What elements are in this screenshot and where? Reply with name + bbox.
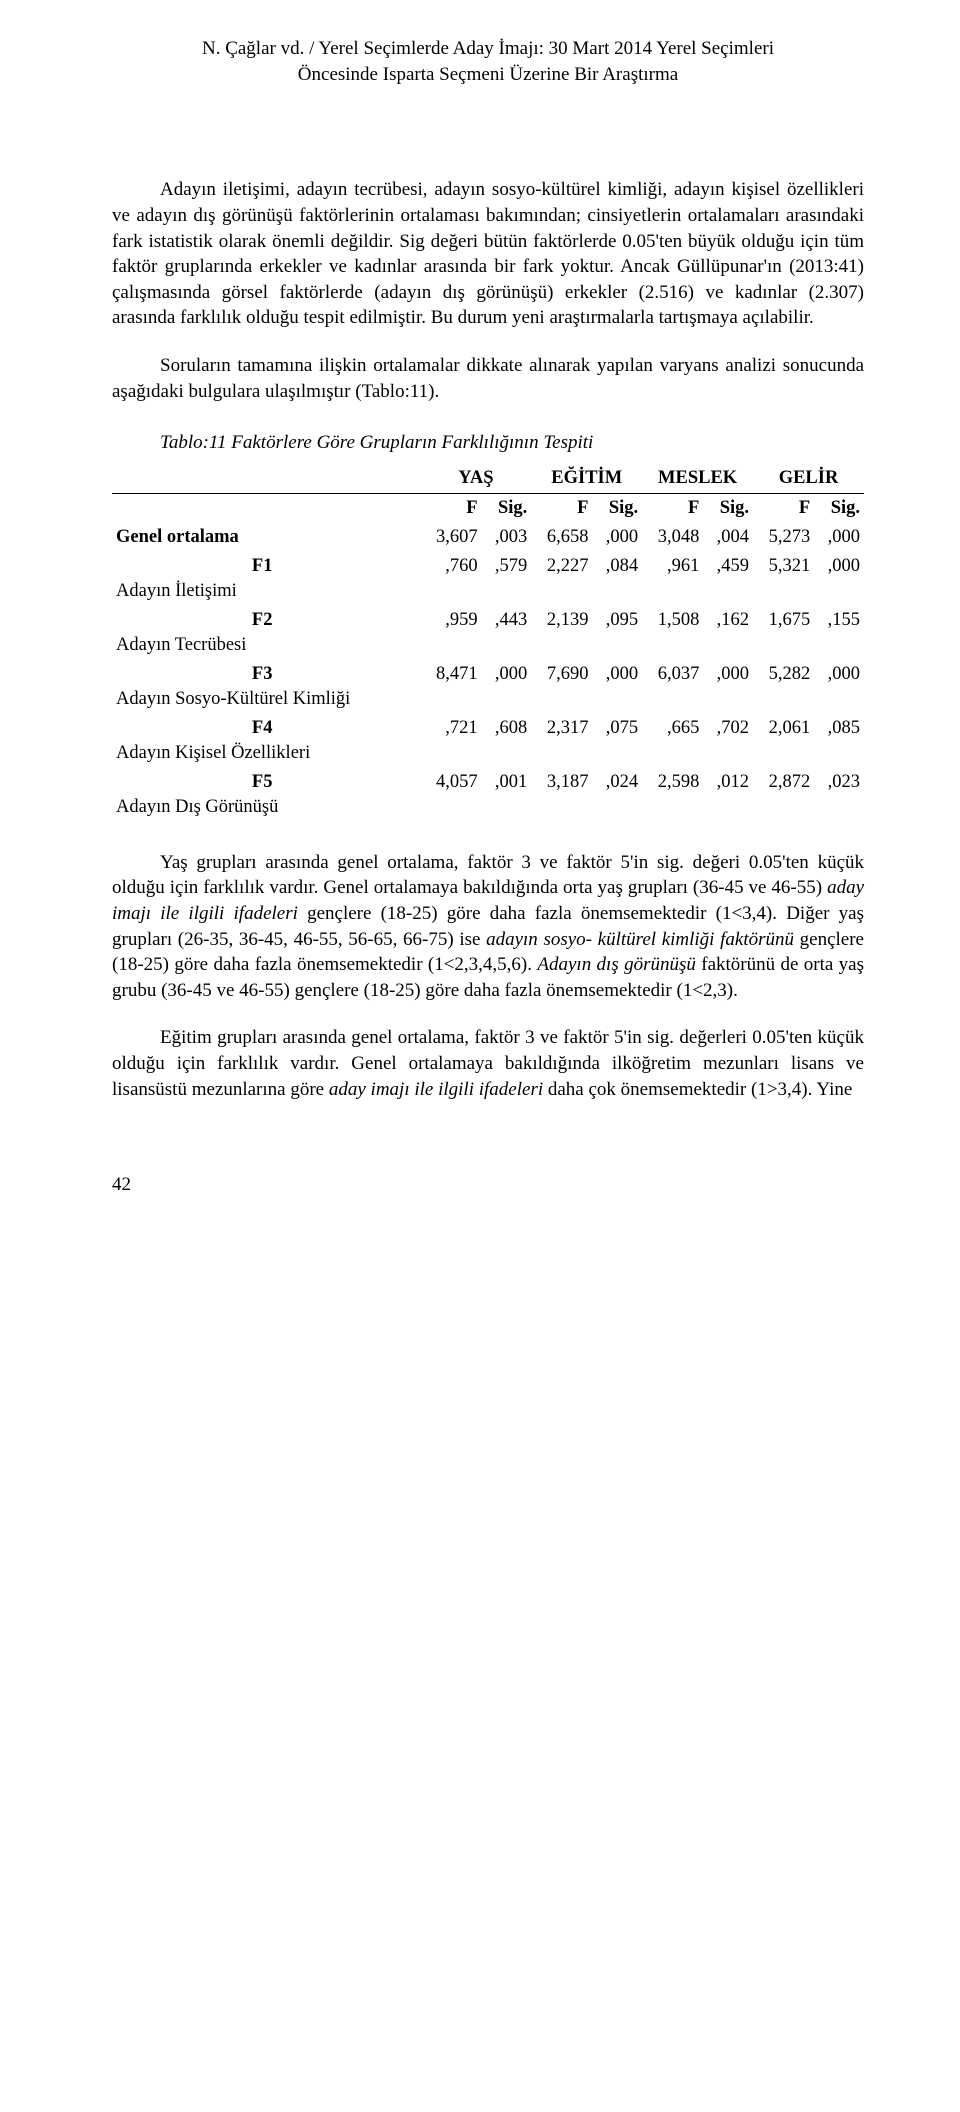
row-label: F5Adayın Dış Görünüşü xyxy=(112,768,420,822)
subcol: F xyxy=(753,494,814,523)
table-subcorner xyxy=(112,494,420,523)
table-cell: ,000 xyxy=(814,523,864,552)
table-cell: 5,282 xyxy=(753,660,814,714)
table-cell: 8,471 xyxy=(420,660,481,714)
table-cell: 2,139 xyxy=(531,606,592,660)
table-cell: ,702 xyxy=(703,714,753,768)
table-cell: 1,508 xyxy=(642,606,703,660)
table-cell: 5,273 xyxy=(753,523,814,552)
subcol: Sig. xyxy=(703,494,753,523)
page-root: N. Çağlar vd. / Yerel Seçimlerde Aday İm… xyxy=(0,0,960,1258)
table-cell: ,000 xyxy=(592,660,642,714)
table-cell: ,003 xyxy=(482,523,532,552)
table-cell: ,024 xyxy=(592,768,642,822)
table-cell: ,000 xyxy=(592,523,642,552)
table-cell: ,760 xyxy=(420,552,481,606)
col-group-gelir: GELİR xyxy=(753,464,864,493)
table-cell: ,155 xyxy=(814,606,864,660)
table-cell: 2,061 xyxy=(753,714,814,768)
table-row: F3Adayın Sosyo-Kültürel Kimliği8,471,000… xyxy=(112,660,864,714)
col-group-egitim: EĞİTİM xyxy=(531,464,642,493)
table-cell: 7,690 xyxy=(531,660,592,714)
table-cell: ,459 xyxy=(703,552,753,606)
table-cell: ,579 xyxy=(482,552,532,606)
paragraph-4: Eğitim grupları arasında genel ortalama,… xyxy=(112,1025,864,1102)
table-cell: 2,872 xyxy=(753,768,814,822)
anova-table: YAŞ EĞİTİM MESLEK GELİR F Sig. F Sig. F … xyxy=(112,464,864,822)
table-cell: 3,607 xyxy=(420,523,481,552)
table-cell: ,000 xyxy=(814,552,864,606)
subcol: F xyxy=(642,494,703,523)
table-row: F1Adayın İletişimi,760,5792,227,084,961,… xyxy=(112,552,864,606)
table-cell: 2,317 xyxy=(531,714,592,768)
row-label: F2Adayın Tecrübesi xyxy=(112,606,420,660)
table-row: Genel ortalama3,607,0036,658,0003,048,00… xyxy=(112,523,864,552)
table-cell: ,000 xyxy=(703,660,753,714)
table-corner xyxy=(112,464,420,493)
table-cell: ,004 xyxy=(703,523,753,552)
table-cell: ,023 xyxy=(814,768,864,822)
table-cell: ,012 xyxy=(703,768,753,822)
table-cell: 6,037 xyxy=(642,660,703,714)
table-cell: ,959 xyxy=(420,606,481,660)
running-head-line2: Öncesinde Isparta Seçmeni Üzerine Bir Ar… xyxy=(298,64,678,85)
page-number: 42 xyxy=(112,1172,864,1198)
table-cell: ,000 xyxy=(814,660,864,714)
table-cell: ,162 xyxy=(703,606,753,660)
table-cell: ,084 xyxy=(592,552,642,606)
table-cell: ,961 xyxy=(642,552,703,606)
running-head-line1: N. Çağlar vd. / Yerel Seçimlerde Aday İm… xyxy=(202,38,774,59)
row-label: F3Adayın Sosyo-Kültürel Kimliği xyxy=(112,660,420,714)
table-row: F4Adayın Kişisel Özellikleri,721,6082,31… xyxy=(112,714,864,768)
table-caption: Tablo:11 Faktörlere Göre Grupların Farkl… xyxy=(160,430,864,456)
table-cell: ,000 xyxy=(482,660,532,714)
col-group-yas: YAŞ xyxy=(420,464,531,493)
table-row: F2Adayın Tecrübesi,959,4432,139,0951,508… xyxy=(112,606,864,660)
table-cell: 4,057 xyxy=(420,768,481,822)
table-cell: ,443 xyxy=(482,606,532,660)
table-body: Genel ortalama3,607,0036,658,0003,048,00… xyxy=(112,523,864,822)
subcol: F xyxy=(531,494,592,523)
table-cell: 6,658 xyxy=(531,523,592,552)
running-head: N. Çağlar vd. / Yerel Seçimlerde Aday İm… xyxy=(112,36,864,87)
row-label: F1Adayın İletişimi xyxy=(112,552,420,606)
table-cell: 3,187 xyxy=(531,768,592,822)
table-cell: 5,321 xyxy=(753,552,814,606)
table-cell: ,095 xyxy=(592,606,642,660)
subcol: Sig. xyxy=(814,494,864,523)
table-cell: 3,048 xyxy=(642,523,703,552)
row-label: Genel ortalama xyxy=(112,523,420,552)
table-cell: ,665 xyxy=(642,714,703,768)
row-label: F4Adayın Kişisel Özellikleri xyxy=(112,714,420,768)
paragraph-3: Yaş grupları arasında genel ortalama, fa… xyxy=(112,850,864,1004)
table-row: F5Adayın Dış Görünüşü4,057,0013,187,0242… xyxy=(112,768,864,822)
col-group-meslek: MESLEK xyxy=(642,464,753,493)
paragraph-2: Soruların tamamına ilişkin ortalamalar d… xyxy=(112,353,864,404)
table-cell: 2,227 xyxy=(531,552,592,606)
paragraph-1: Adayın iletişimi, adayın tecrübesi, aday… xyxy=(112,177,864,331)
table-cell: ,075 xyxy=(592,714,642,768)
table-cell: ,608 xyxy=(482,714,532,768)
table-cell: ,085 xyxy=(814,714,864,768)
subcol: F xyxy=(420,494,481,523)
table-cell: ,721 xyxy=(420,714,481,768)
subcol: Sig. xyxy=(592,494,642,523)
subcol: Sig. xyxy=(482,494,532,523)
table-cell: 2,598 xyxy=(642,768,703,822)
table-cell: ,001 xyxy=(482,768,532,822)
table-cell: 1,675 xyxy=(753,606,814,660)
